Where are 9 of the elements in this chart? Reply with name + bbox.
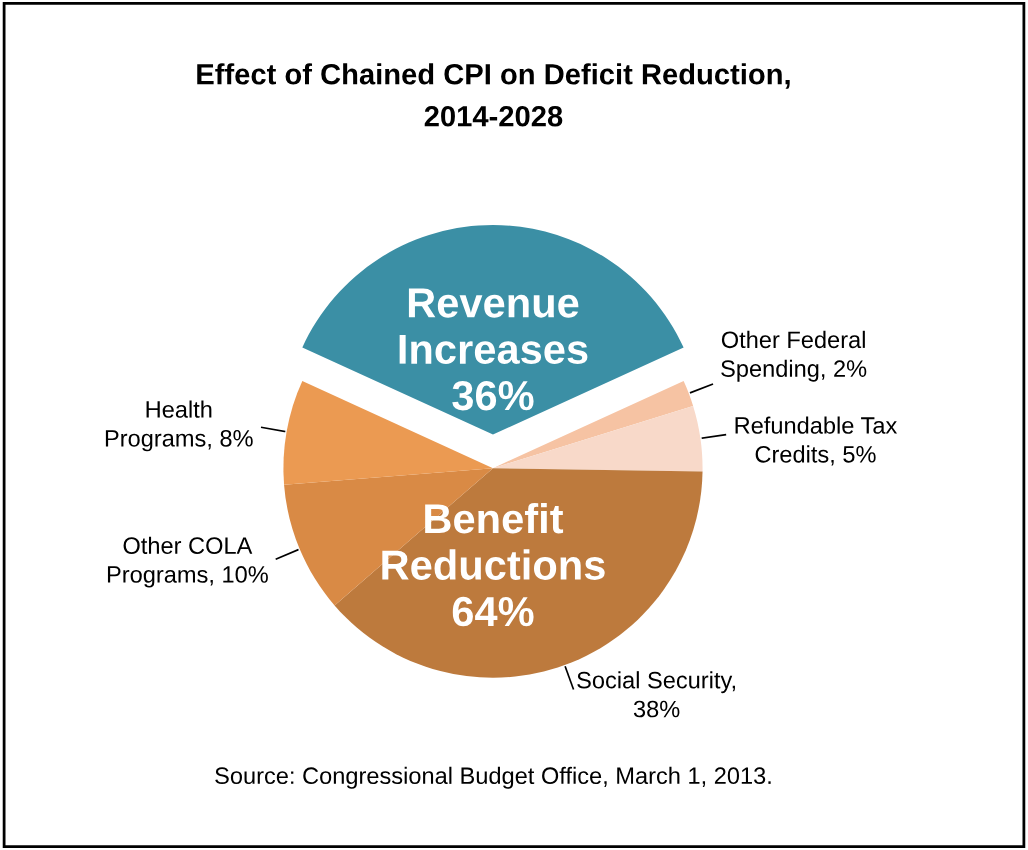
chart-title: Effect of Chained CPI on Deficit Reduction, 2014-2028 [197, 63, 790, 127]
slice-label: Other Federal Spending, 2% [721, 330, 867, 382]
slice-label: Other COLA Programs, 10% [107, 536, 268, 588]
slice-label: Health Programs, 8% [105, 400, 253, 452]
source-note: Source: Congressional Budget Office, March 1, 2013. [215, 766, 771, 789]
slice-label: Refundable Tax Credits, 5% [735, 416, 898, 466]
slice-label: Social Security, 38% [577, 671, 735, 718]
slice-label: Revenue Increases 36% [399, 288, 588, 411]
text: Benefit Reductions 64% [382, 502, 605, 627]
